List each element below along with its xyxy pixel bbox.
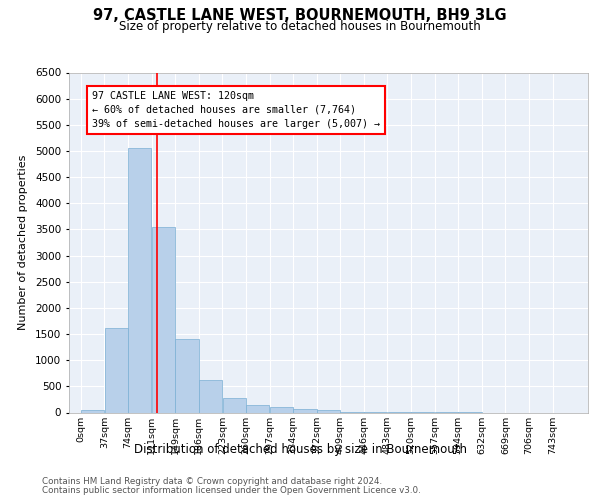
Bar xyxy=(199,380,222,412)
Bar xyxy=(81,410,104,412)
Bar xyxy=(128,148,151,412)
Bar xyxy=(104,328,128,412)
Bar xyxy=(223,398,246,412)
Text: Contains public sector information licensed under the Open Government Licence v3: Contains public sector information licen… xyxy=(42,486,421,495)
Bar xyxy=(152,227,175,412)
Bar xyxy=(269,408,293,412)
Bar xyxy=(293,409,317,412)
Text: Contains HM Land Registry data © Crown copyright and database right 2024.: Contains HM Land Registry data © Crown c… xyxy=(42,478,382,486)
Text: 97, CASTLE LANE WEST, BOURNEMOUTH, BH9 3LG: 97, CASTLE LANE WEST, BOURNEMOUTH, BH9 3… xyxy=(93,8,507,22)
Bar xyxy=(175,340,199,412)
Y-axis label: Number of detached properties: Number of detached properties xyxy=(18,155,28,330)
Text: 97 CASTLE LANE WEST: 120sqm
← 60% of detached houses are smaller (7,764)
39% of : 97 CASTLE LANE WEST: 120sqm ← 60% of det… xyxy=(92,91,380,129)
Text: Distribution of detached houses by size in Bournemouth: Distribution of detached houses by size … xyxy=(133,442,467,456)
Bar xyxy=(317,410,340,412)
Bar xyxy=(246,406,269,412)
Text: Size of property relative to detached houses in Bournemouth: Size of property relative to detached ho… xyxy=(119,20,481,33)
